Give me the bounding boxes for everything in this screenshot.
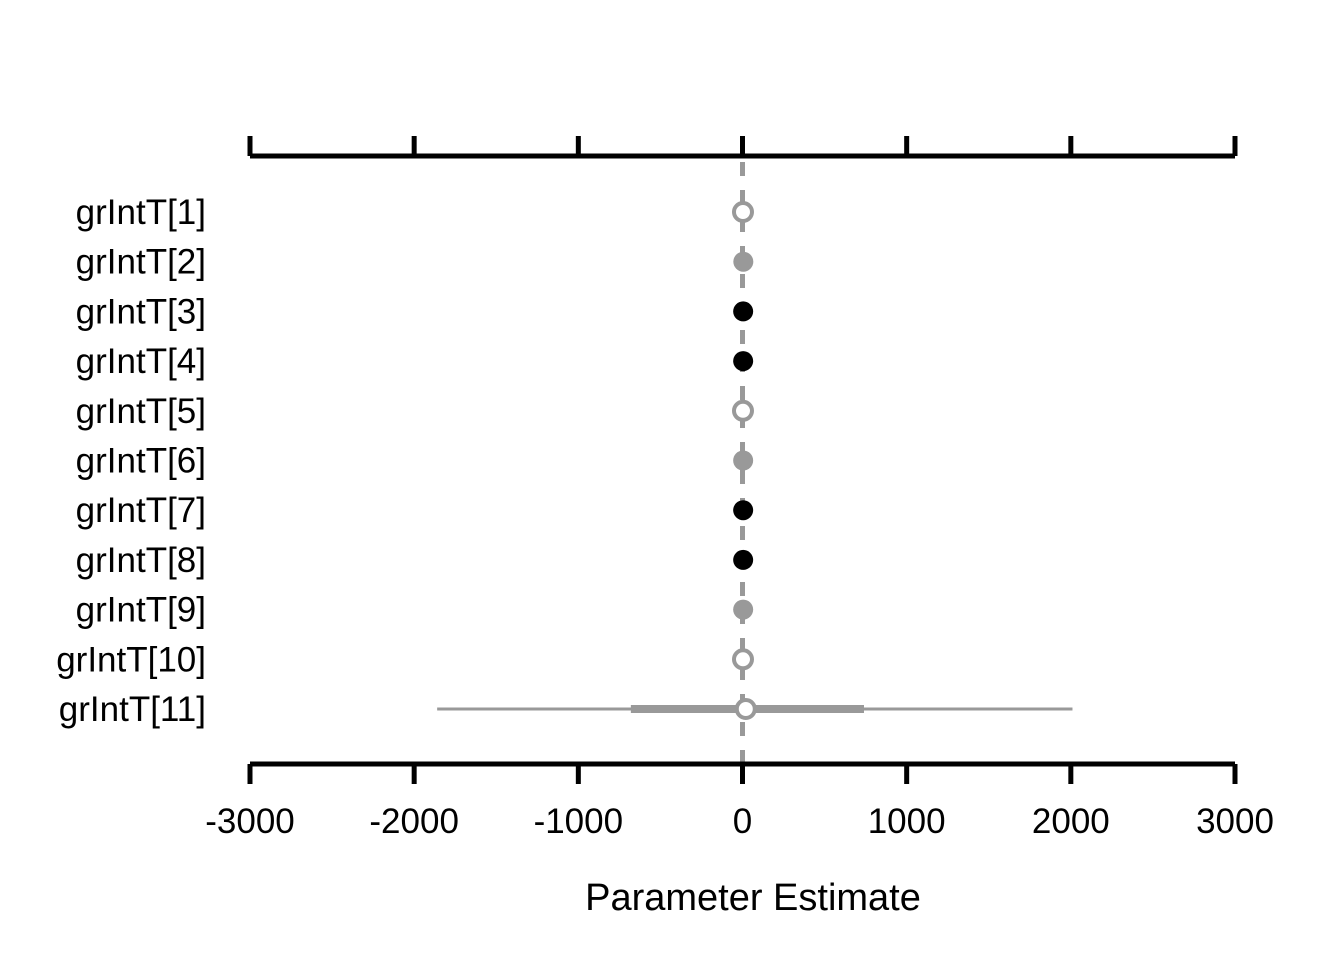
row-label: grIntT[6] <box>76 442 206 481</box>
point-estimate-open <box>734 698 757 720</box>
point-layer <box>731 201 757 720</box>
point-estimate-open <box>731 201 754 223</box>
row-label: grIntT[11] <box>59 690 206 729</box>
point-estimate <box>733 450 754 471</box>
x-tick-label: 2000 <box>1032 802 1110 841</box>
axis-ticks <box>247 136 1238 784</box>
point-estimate <box>733 351 754 372</box>
x-tick-labels: -3000 -2000 -1000 0 1000 2000 3000 <box>205 802 1274 841</box>
x-tick-label: -3000 <box>205 802 295 841</box>
point-estimate <box>733 301 754 322</box>
point-estimate <box>733 251 754 272</box>
x-tick-label: -1000 <box>534 802 624 841</box>
point-estimate-open <box>731 648 754 671</box>
x-tick-label: 0 <box>733 802 752 841</box>
x-tick-label: 1000 <box>868 802 946 841</box>
x-tick-label: -2000 <box>369 802 459 841</box>
x-tick-label: 3000 <box>1196 802 1274 841</box>
point-estimate-open <box>731 399 754 422</box>
row-label: grIntT[3] <box>76 292 206 331</box>
point-estimate <box>733 549 754 570</box>
interval-layer <box>437 208 1073 713</box>
point-estimate <box>733 599 754 620</box>
point-estimate <box>733 500 754 521</box>
row-labels: grIntT[1] grIntT[2] grIntT[3] grIntT[4] grIn… <box>56 193 206 729</box>
row-label: grIntT[4] <box>76 342 206 381</box>
row-label: grIntT[5] <box>76 392 206 431</box>
row-label: grIntT[10] <box>56 640 206 679</box>
row-label: grIntT[1] <box>76 193 206 232</box>
row-label: grIntT[7] <box>76 491 206 530</box>
row-label: grIntT[9] <box>76 591 206 630</box>
row-label: grIntT[2] <box>76 243 206 282</box>
x-axis-title: Parameter Estimate <box>585 877 921 919</box>
row-label: grIntT[8] <box>76 541 206 580</box>
